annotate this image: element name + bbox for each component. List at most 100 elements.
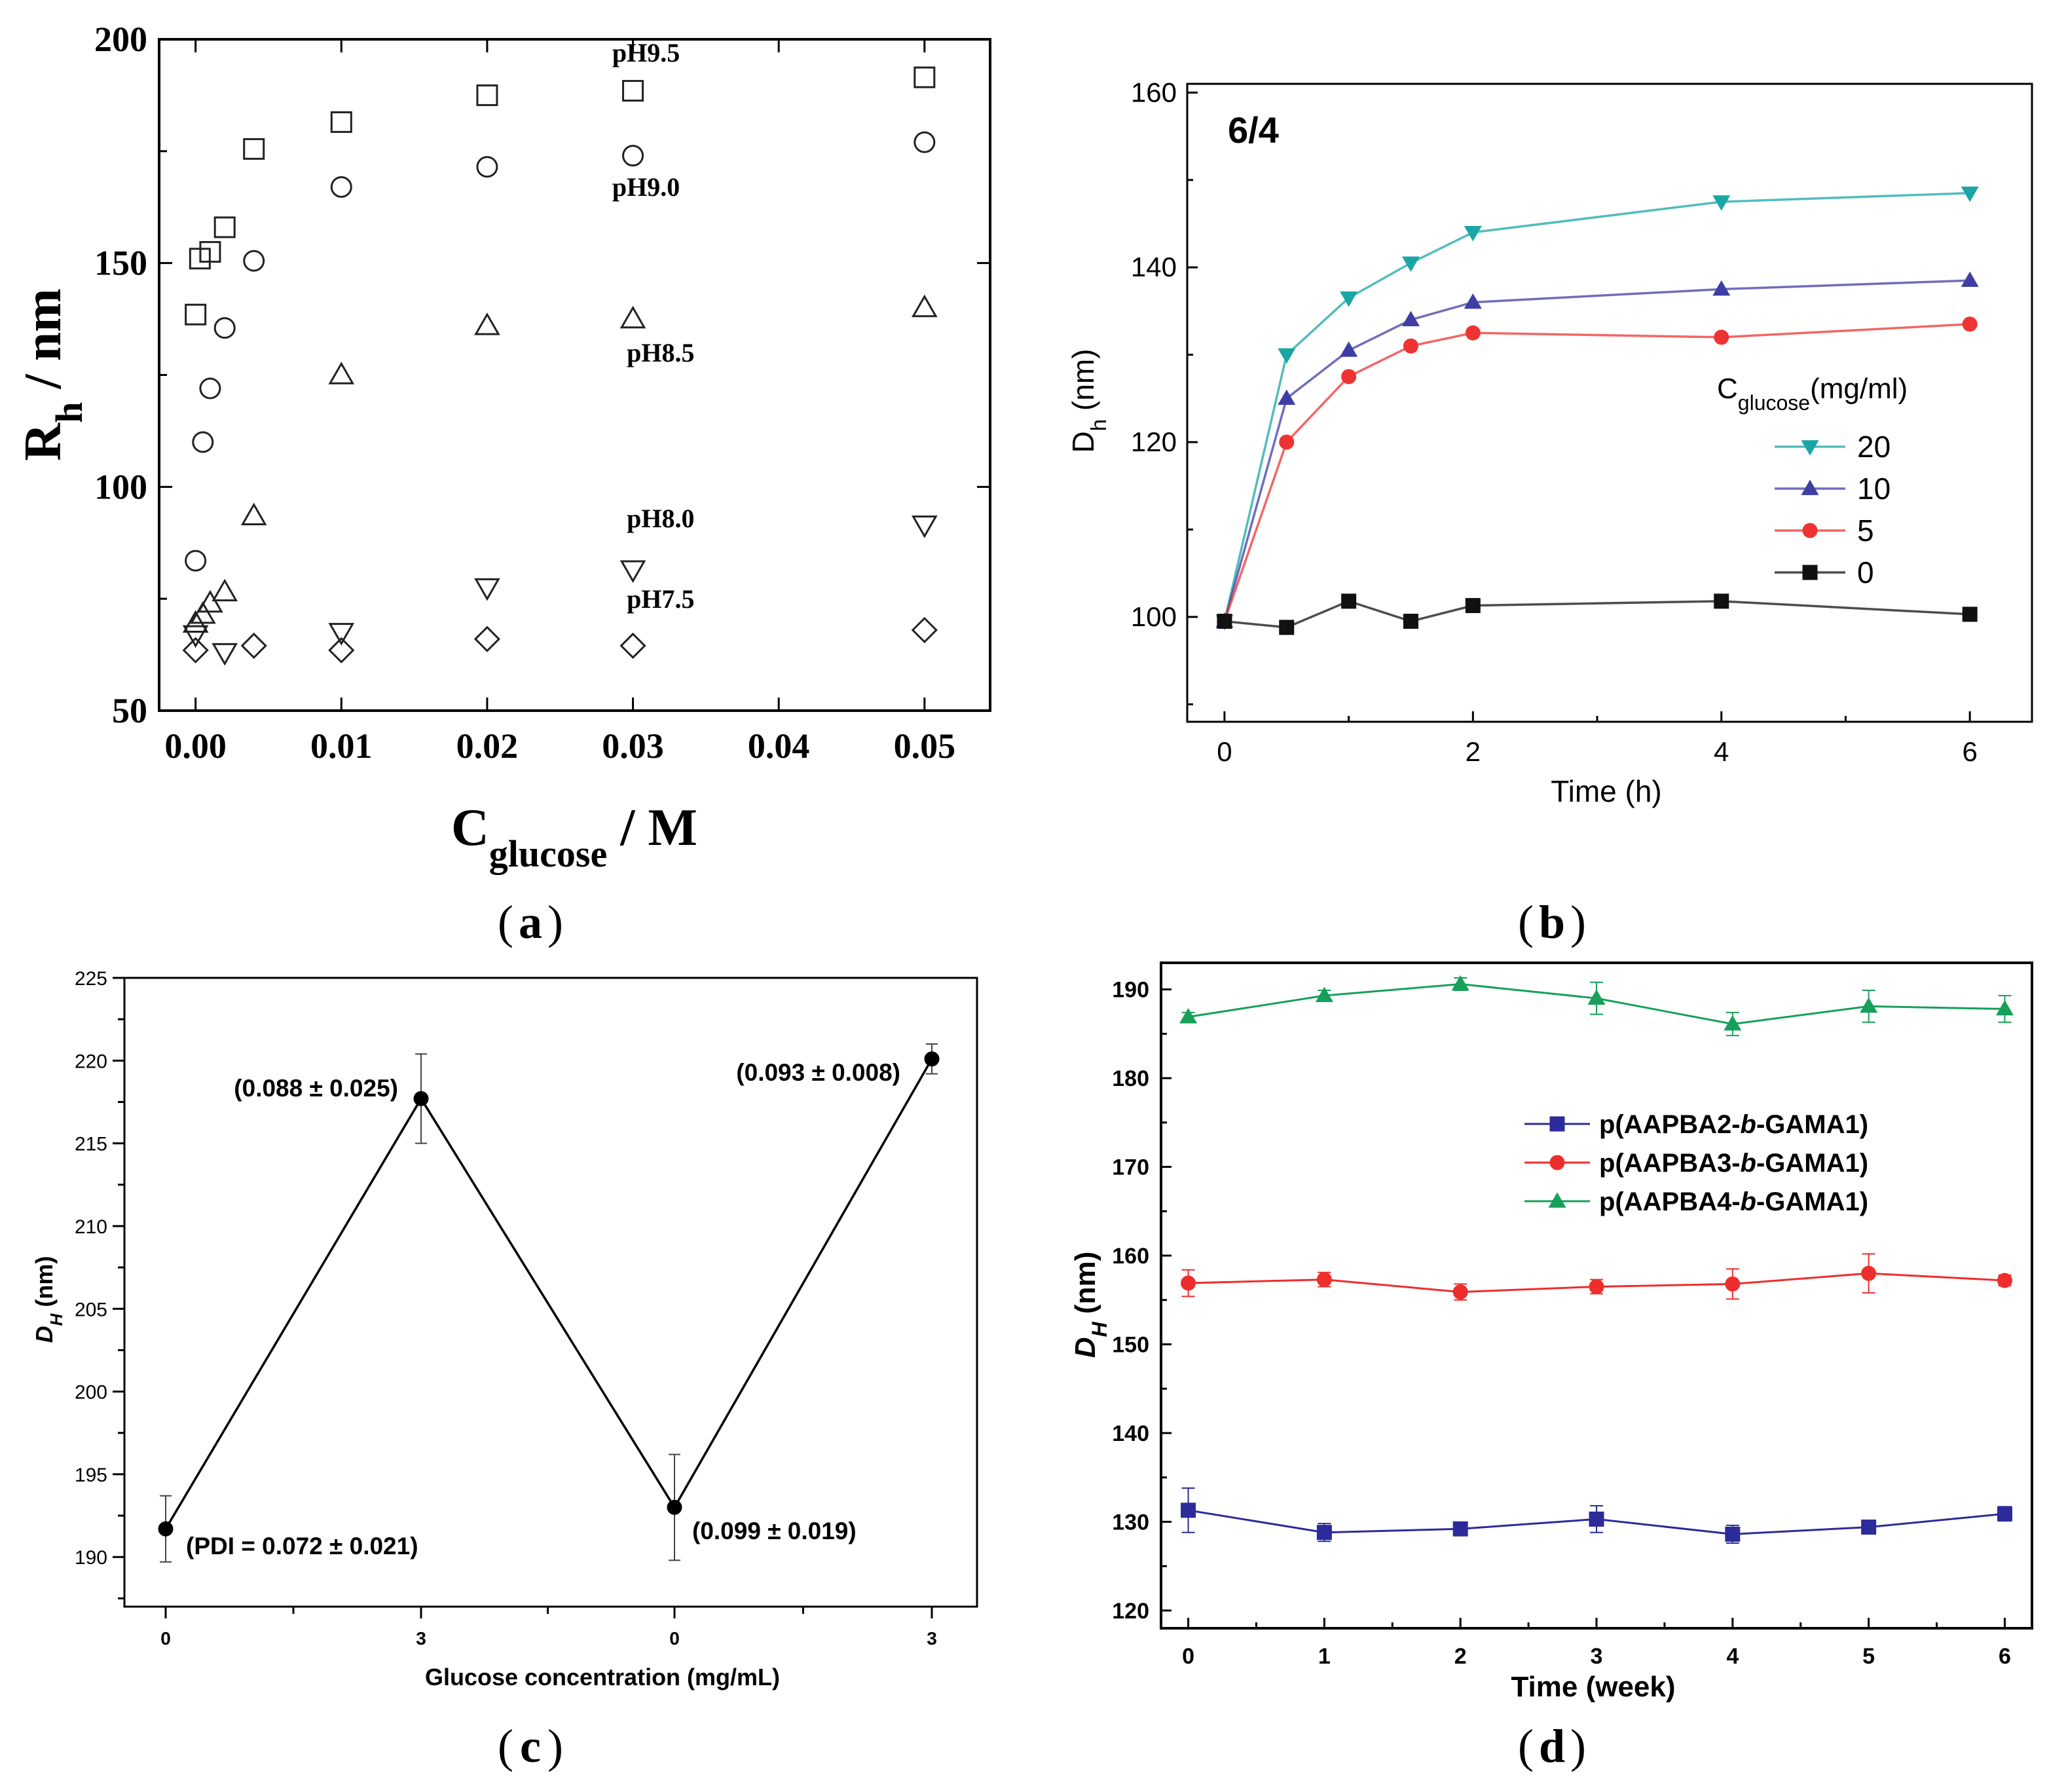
y-tick-label: 205 xyxy=(75,1299,107,1320)
data-point xyxy=(1181,1503,1196,1518)
legend-label-part: b xyxy=(1741,1110,1756,1139)
y-axis-title-part: R xyxy=(14,422,72,461)
y-axis-title-part: h xyxy=(1086,419,1111,431)
data-point xyxy=(1995,999,2014,1016)
data-point xyxy=(622,145,644,167)
data-point xyxy=(911,294,938,318)
legend-label: p(AAPBA4-b-GAMA1) xyxy=(1599,1187,1868,1216)
data-point xyxy=(1316,1272,1332,1288)
y-tick-label: 200 xyxy=(75,1382,107,1404)
panel-label-paren: ( xyxy=(498,1720,513,1772)
panel-label-paren: ) xyxy=(1570,1720,1586,1772)
legend-label-part: p(AAPBA2- xyxy=(1599,1110,1741,1139)
legend-title-part: (mg/ml) xyxy=(1810,373,1908,405)
y-tick-label: 140 xyxy=(1112,1421,1149,1446)
legend-marker xyxy=(1548,1192,1566,1208)
ratio-annotation: 6/4 xyxy=(1228,109,1279,151)
panel-label: c xyxy=(520,1720,541,1772)
legend-marker xyxy=(1801,440,1819,456)
data-point xyxy=(1401,310,1420,327)
y-axis-title-part: D xyxy=(1066,431,1100,453)
x-axis-title-part: / M xyxy=(607,799,697,857)
series-label: pH8.5 xyxy=(627,338,694,367)
panel-label-paren: ) xyxy=(547,896,563,948)
plot-frame xyxy=(158,38,991,712)
legend-marker xyxy=(1549,1116,1565,1132)
legend-title-part: glucose xyxy=(1738,391,1810,415)
y-tick-label: 210 xyxy=(75,1216,107,1238)
x-tick-label: 4 xyxy=(1714,736,1729,767)
panel-label-paren: ( xyxy=(498,896,513,948)
data-point xyxy=(911,515,938,538)
y-tick-label: 195 xyxy=(75,1465,107,1486)
panel-d: 0 1 2 3 4 5 6 120 130 140 150 160 170 180 190 Time (wee… xyxy=(1069,961,2033,1772)
data-point xyxy=(1962,607,1978,622)
y-axis-title-part: / nm xyxy=(14,288,72,401)
plot-frame xyxy=(1186,83,2033,723)
y-tick-label: 190 xyxy=(75,1547,107,1569)
legend-marker xyxy=(1802,523,1818,538)
y-tick-label: 130 xyxy=(1112,1510,1149,1535)
data-point xyxy=(474,312,500,335)
data-point xyxy=(1279,434,1295,450)
y-tick-label: 190 xyxy=(1112,978,1149,1003)
legend-label-part: b xyxy=(1741,1187,1756,1216)
x-axis-title: Time (h) xyxy=(1551,774,1662,808)
data-point xyxy=(1316,1525,1332,1540)
x-tick-label: 4 xyxy=(1726,1644,1739,1669)
data-point xyxy=(1589,1511,1604,1527)
data-point xyxy=(667,1499,682,1515)
series-label: pH9.5 xyxy=(612,38,680,67)
x-tick-label: 3 xyxy=(416,1628,426,1649)
pdi-label: (0.099 ± 0.019) xyxy=(692,1518,857,1544)
y-axis-title-part: H xyxy=(1088,1321,1111,1337)
y-tick-label: 140 xyxy=(1131,252,1177,282)
y-axis-title: Rh / nm xyxy=(14,288,90,460)
data-point xyxy=(413,1091,429,1106)
data-point xyxy=(212,643,238,666)
y-tick-label: 180 xyxy=(1112,1066,1149,1091)
y-tick-label: 215 xyxy=(75,1134,107,1155)
data-point xyxy=(182,637,209,663)
legend-label-part: -GAMA1) xyxy=(1756,1187,1868,1216)
y-axis-title: DH (nm) xyxy=(31,1256,66,1343)
legend-label: p(AAPBA2-b-GAMA1) xyxy=(1599,1110,1868,1139)
pdi-label: (0.093 ± 0.008) xyxy=(736,1059,900,1086)
y-axis-title-part: (nm) xyxy=(31,1256,58,1314)
series-label: pH7.5 xyxy=(627,584,694,614)
plot-frame xyxy=(123,977,978,1608)
y-tick-label: 200 xyxy=(94,20,147,59)
x-tick-label: 2 xyxy=(1454,1644,1467,1669)
data-point xyxy=(476,156,498,178)
y-tick-label: 150 xyxy=(94,244,147,283)
series-label: pH8.0 xyxy=(627,504,694,533)
pdi-label: (PDI = 0.072 ± 0.021) xyxy=(186,1533,418,1559)
data-point xyxy=(1725,1526,1741,1542)
data-point xyxy=(1725,1276,1741,1292)
panel-label-paren: ) xyxy=(547,1720,563,1772)
y-axis-title-part: H xyxy=(46,1313,66,1326)
legend-marker xyxy=(1801,479,1819,495)
pdi-label: (0.088 ± 0.025) xyxy=(234,1075,398,1102)
data-point xyxy=(1997,1273,2012,1288)
series-label: pH9.0 xyxy=(612,172,680,202)
data-point xyxy=(1724,1015,1742,1031)
data-point xyxy=(240,502,267,525)
data-point xyxy=(328,623,355,646)
data-point xyxy=(1464,225,1482,242)
y-axis-title-part: D xyxy=(1069,1337,1101,1358)
data-point xyxy=(1962,316,1978,332)
panel-label: d xyxy=(1539,1720,1565,1772)
legend-label: 0 xyxy=(1857,555,1874,589)
x-tick-label: 0 xyxy=(1182,1644,1194,1669)
data-point xyxy=(1860,997,1878,1013)
data-point xyxy=(192,431,214,453)
y-axis-title: DH (nm) xyxy=(1069,1252,1111,1358)
data-point xyxy=(1217,614,1232,629)
data-point xyxy=(1712,195,1731,211)
x-axis-title-part: C xyxy=(451,799,489,857)
data-point xyxy=(213,317,236,339)
x-tick-label: 3 xyxy=(927,1628,937,1649)
data-point xyxy=(1341,593,1357,609)
data-point xyxy=(1278,348,1296,364)
